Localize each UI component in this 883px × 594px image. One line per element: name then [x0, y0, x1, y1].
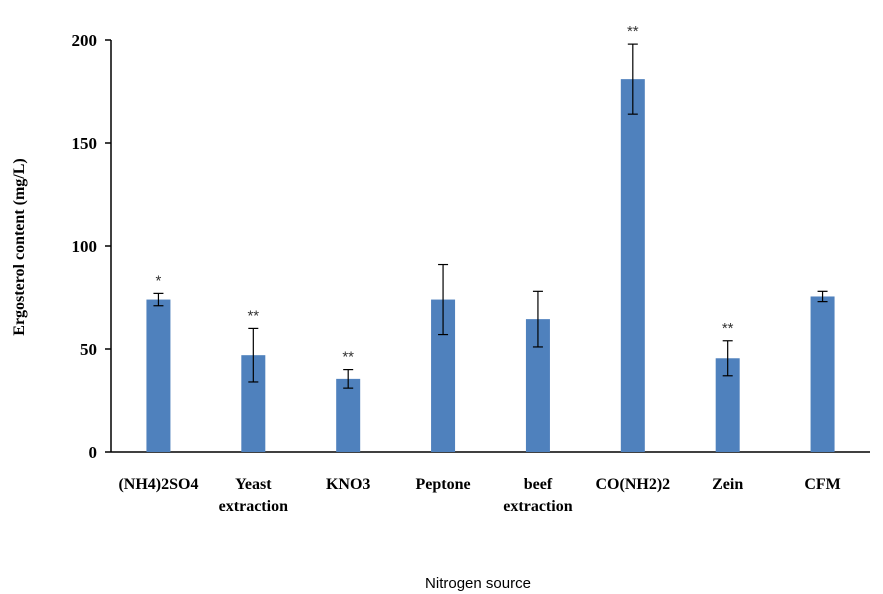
category-label: extraction: [503, 498, 572, 515]
bar: [810, 296, 835, 452]
bar: [146, 299, 171, 452]
significance-label: *: [156, 272, 162, 289]
category-label: Yeast: [235, 476, 272, 493]
bar: [620, 79, 645, 452]
category-label: beef: [524, 476, 553, 493]
bar: [336, 378, 361, 452]
significance-label: **: [342, 349, 354, 366]
category-label: (NH4)2SO4: [118, 476, 198, 493]
category-label: CFM: [804, 476, 840, 493]
plot-area: 0 50 100 150 200 * (NH4)2SO4 ** Yeast extraction *…: [72, 23, 870, 515]
category-label: KNO3: [326, 476, 370, 493]
significance-label: **: [247, 307, 259, 324]
category-label: Peptone: [416, 476, 471, 493]
category-label: Zein: [712, 476, 743, 493]
y-axis-label: Ergosterol content (mg/L): [11, 158, 28, 335]
x-axis-label: Nitrogen source: [425, 575, 531, 592]
y-tick-label: 0: [89, 443, 98, 462]
y-tick-label: 50: [80, 340, 97, 359]
significance-label: **: [627, 23, 639, 40]
y-tick-label: 100: [72, 237, 98, 256]
category-label: CO(NH2)2: [595, 476, 670, 493]
significance-label: **: [722, 320, 734, 337]
y-tick-label: 150: [72, 134, 98, 153]
category-label: extraction: [219, 498, 288, 515]
y-tick-label: 200: [72, 31, 98, 50]
